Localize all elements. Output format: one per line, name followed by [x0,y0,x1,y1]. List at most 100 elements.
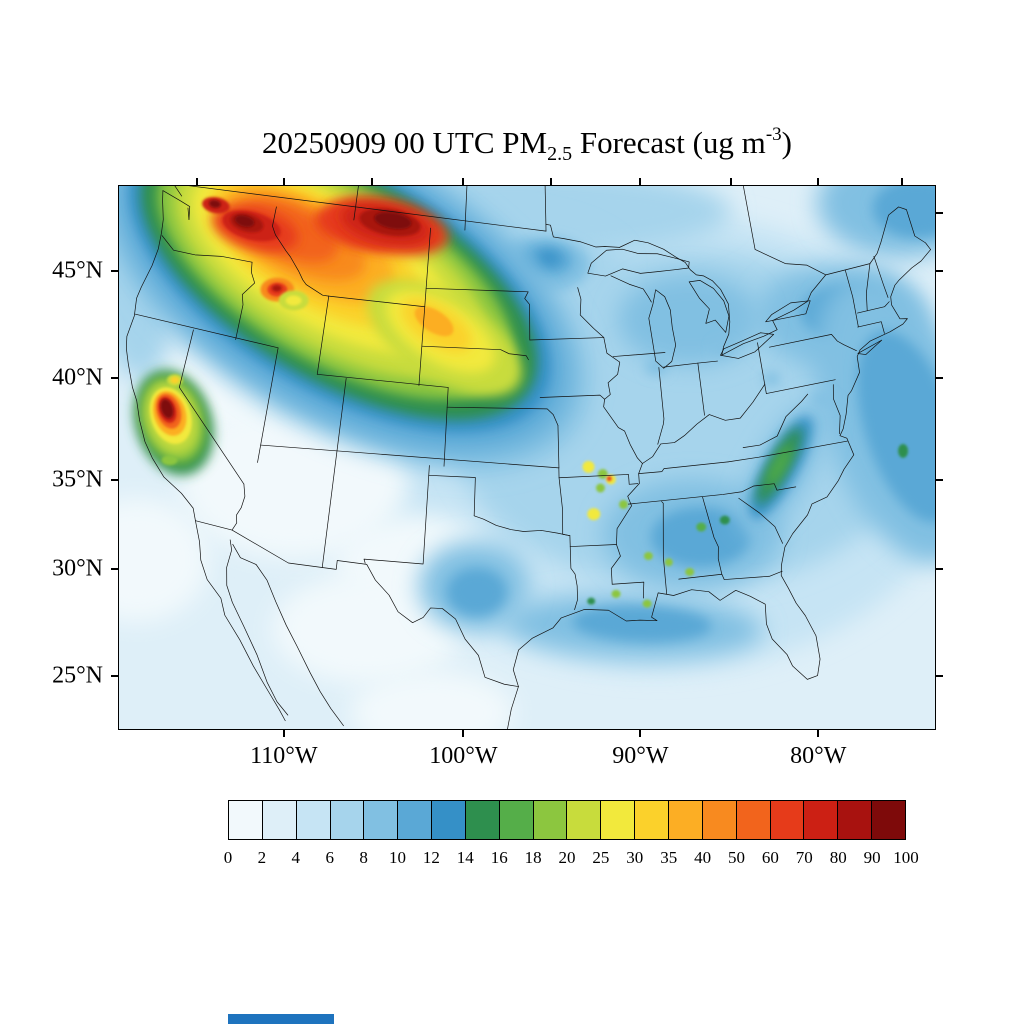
geo-boundary [226,539,289,716]
geo-boundary [844,269,859,328]
geo-boundary [765,300,811,323]
geo-boundary [765,379,836,394]
colorbar-segment [364,800,399,840]
geo-boundary [757,342,767,394]
colorbar-tick-label: 2 [257,848,267,867]
geo-boundary [702,496,723,575]
geo-boundary [187,207,190,220]
geo-boundary [539,394,605,400]
y-axis-label: 35°N [52,466,103,493]
field-blob [766,444,792,487]
colorbar-segment [838,800,873,840]
geo-boundary [577,287,643,585]
axis-tick-top [282,178,285,186]
axis-tick-left [111,269,119,272]
geo-boundary [257,347,279,463]
geo-boundary [529,337,605,341]
field-blob [350,671,514,729]
geo-boundary [316,373,449,388]
geo-boundary [587,248,690,277]
geo-boundary [446,406,559,426]
geo-boundary [688,280,730,333]
field-blob [762,371,781,386]
colorbar-segment [432,800,466,840]
geo-boundary [272,206,330,297]
y-axis-label: 45°N [52,257,103,284]
geo-boundary [524,291,531,341]
colorbar-tick-label: 0 [223,848,233,867]
geography-layer [126,186,931,729]
axis-tick-bottom [282,729,285,737]
x-axis-label: 90°W [612,743,669,769]
field-blob [643,552,653,561]
colorbar-tick-label: 10 [389,848,406,867]
geo-boundary [832,384,841,435]
axis-tick-top [730,178,732,186]
geo-boundary [611,581,645,599]
colorbar-labels: 0 2 4 6 8 10 12 14 16 18 20 25 30 35 40 50 60 70 80 90 100 [224,848,919,870]
field-blob [119,498,209,622]
geo-boundary [558,474,639,485]
colorbar-segment [567,800,602,840]
field-blob [285,295,302,306]
colorbar [228,800,906,840]
geo-boundary [353,186,359,221]
colorbar-segment [601,800,636,840]
colorbar-tick-label: 60 [761,848,779,867]
colorbar-segment [499,800,534,840]
field-blob [872,186,935,239]
colorbar-tick-label: 8 [359,848,368,867]
geo-boundary [544,186,547,225]
geo-boundary [363,465,430,565]
axis-tick-right [935,675,943,678]
field-blob [642,599,652,608]
field-blob [611,589,621,598]
field-blob [597,469,608,480]
axis-tick-top [195,178,198,186]
geo-boundary [464,186,468,231]
colorbar-segment [398,800,433,840]
geo-boundary [612,352,666,357]
y-axis-label: 40°N [52,364,103,391]
geo-boundary [134,313,279,349]
field-blob [234,215,255,228]
colorbar-segment [228,800,263,840]
field-blob [595,483,605,493]
colorbar-segment [296,800,331,840]
axis-tick-top [550,178,553,186]
bottom-blue-strip [228,1014,334,1024]
geo-boundary [507,686,519,729]
geo-boundary [857,339,883,355]
colorbar-segment [872,800,906,840]
colorbar-tick-label: 90 [863,848,881,867]
field-blob [857,330,935,523]
geo-boundary [235,261,255,340]
field-blob [685,567,695,576]
pm25-field-svg [119,186,935,729]
axis-tick-top [370,178,373,186]
colorbar-tick-label: 40 [694,848,712,867]
colorbar-tick-label: 30 [626,848,644,867]
geo-boundary [727,440,848,463]
title-superscript: -3 [765,124,782,145]
colorbar-segment [533,800,568,840]
geo-boundary [321,377,347,569]
geo-boundary [443,387,449,467]
geo-boundary [678,570,783,580]
geo-boundary [738,497,783,544]
field-blob [170,376,180,384]
field-blob [696,522,707,532]
geo-boundary [865,263,871,312]
colorbar-segment [668,800,703,840]
colorbar-tick-label: 6 [325,848,334,867]
colorbar-tick-label: 14 [456,848,474,867]
field-blob [650,507,751,567]
axis-tick-top [817,178,820,186]
geo-boundary [619,239,731,356]
colorbar-tick-label: 18 [524,848,542,867]
geo-boundary [857,301,890,314]
colorbar-tick-label: 35 [660,848,678,867]
axis-tick-bottom [462,729,465,737]
field-blob [587,508,601,521]
colorbar-tick-label: 50 [728,848,745,867]
